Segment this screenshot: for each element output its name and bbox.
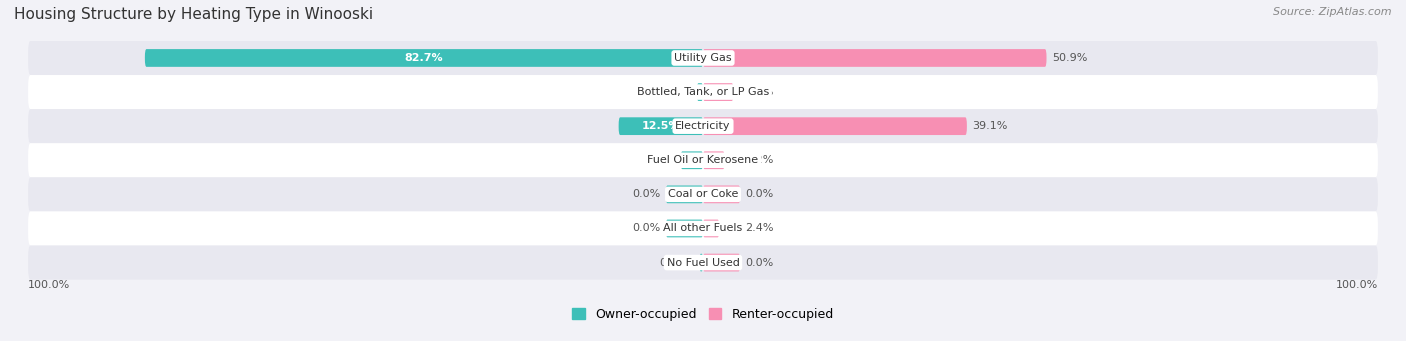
Text: No Fuel Used: No Fuel Used [666,257,740,268]
Text: 0.0%: 0.0% [745,189,773,199]
Text: 0.0%: 0.0% [633,189,661,199]
FancyBboxPatch shape [28,211,1378,246]
Text: 0.53%: 0.53% [659,257,695,268]
FancyBboxPatch shape [703,83,734,101]
Text: Utility Gas: Utility Gas [675,53,731,63]
FancyBboxPatch shape [666,186,703,203]
FancyBboxPatch shape [697,83,703,101]
Text: 82.7%: 82.7% [405,53,443,63]
Text: 100.0%: 100.0% [28,280,70,290]
FancyBboxPatch shape [703,220,720,237]
Text: Fuel Oil or Kerosene: Fuel Oil or Kerosene [647,155,759,165]
FancyBboxPatch shape [145,49,703,67]
Text: Coal or Coke: Coal or Coke [668,189,738,199]
Text: 3.2%: 3.2% [745,155,773,165]
FancyBboxPatch shape [703,254,740,271]
Text: 0.91%: 0.91% [657,87,692,97]
FancyBboxPatch shape [619,117,703,135]
FancyBboxPatch shape [681,151,703,169]
Text: 0.0%: 0.0% [745,257,773,268]
FancyBboxPatch shape [666,220,703,237]
FancyBboxPatch shape [703,49,1046,67]
FancyBboxPatch shape [28,177,1378,211]
Text: 39.1%: 39.1% [973,121,1008,131]
Text: 3.3%: 3.3% [647,155,675,165]
FancyBboxPatch shape [703,151,724,169]
Text: 2.4%: 2.4% [745,223,775,234]
Text: Electricity: Electricity [675,121,731,131]
Text: Housing Structure by Heating Type in Winooski: Housing Structure by Heating Type in Win… [14,7,373,22]
FancyBboxPatch shape [28,75,1378,109]
Text: 100.0%: 100.0% [1336,280,1378,290]
Text: Bottled, Tank, or LP Gas: Bottled, Tank, or LP Gas [637,87,769,97]
FancyBboxPatch shape [703,186,740,203]
FancyBboxPatch shape [699,254,703,271]
Text: 0.0%: 0.0% [633,223,661,234]
Text: 4.5%: 4.5% [745,87,773,97]
FancyBboxPatch shape [28,143,1378,177]
Text: 12.5%: 12.5% [641,121,681,131]
FancyBboxPatch shape [28,246,1378,280]
FancyBboxPatch shape [28,109,1378,143]
Text: 50.9%: 50.9% [1052,53,1087,63]
Legend: Owner-occupied, Renter-occupied: Owner-occupied, Renter-occupied [568,303,838,326]
FancyBboxPatch shape [703,117,967,135]
FancyBboxPatch shape [28,41,1378,75]
Text: Source: ZipAtlas.com: Source: ZipAtlas.com [1274,7,1392,17]
Text: All other Fuels: All other Fuels [664,223,742,234]
